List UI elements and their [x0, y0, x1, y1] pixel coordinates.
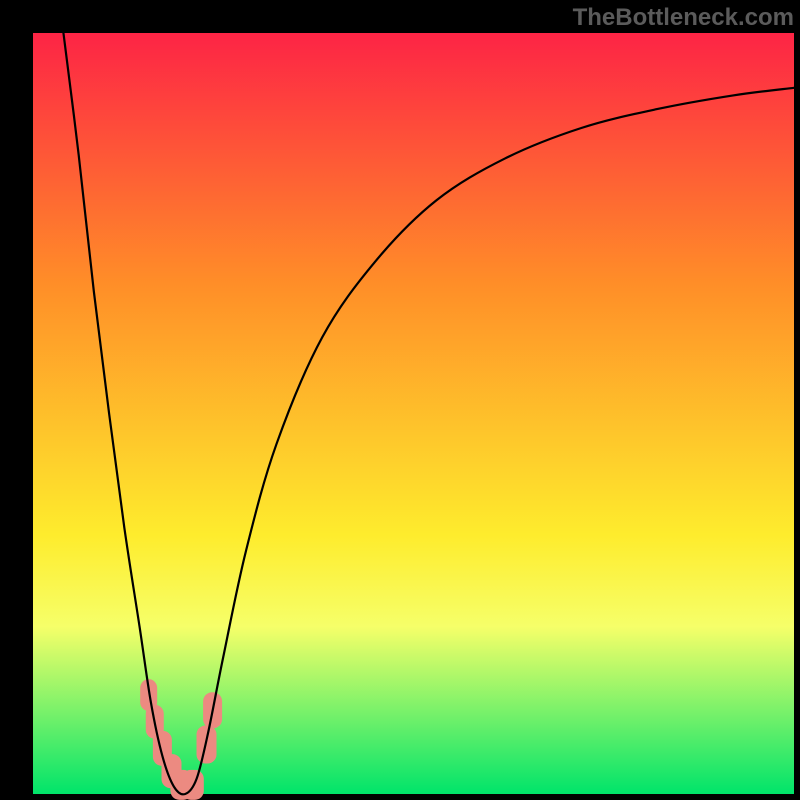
markers-group	[140, 679, 222, 800]
curve-path	[63, 33, 794, 794]
chart-frame: TheBottleneck.com	[0, 0, 800, 800]
curve-layer	[0, 0, 800, 800]
